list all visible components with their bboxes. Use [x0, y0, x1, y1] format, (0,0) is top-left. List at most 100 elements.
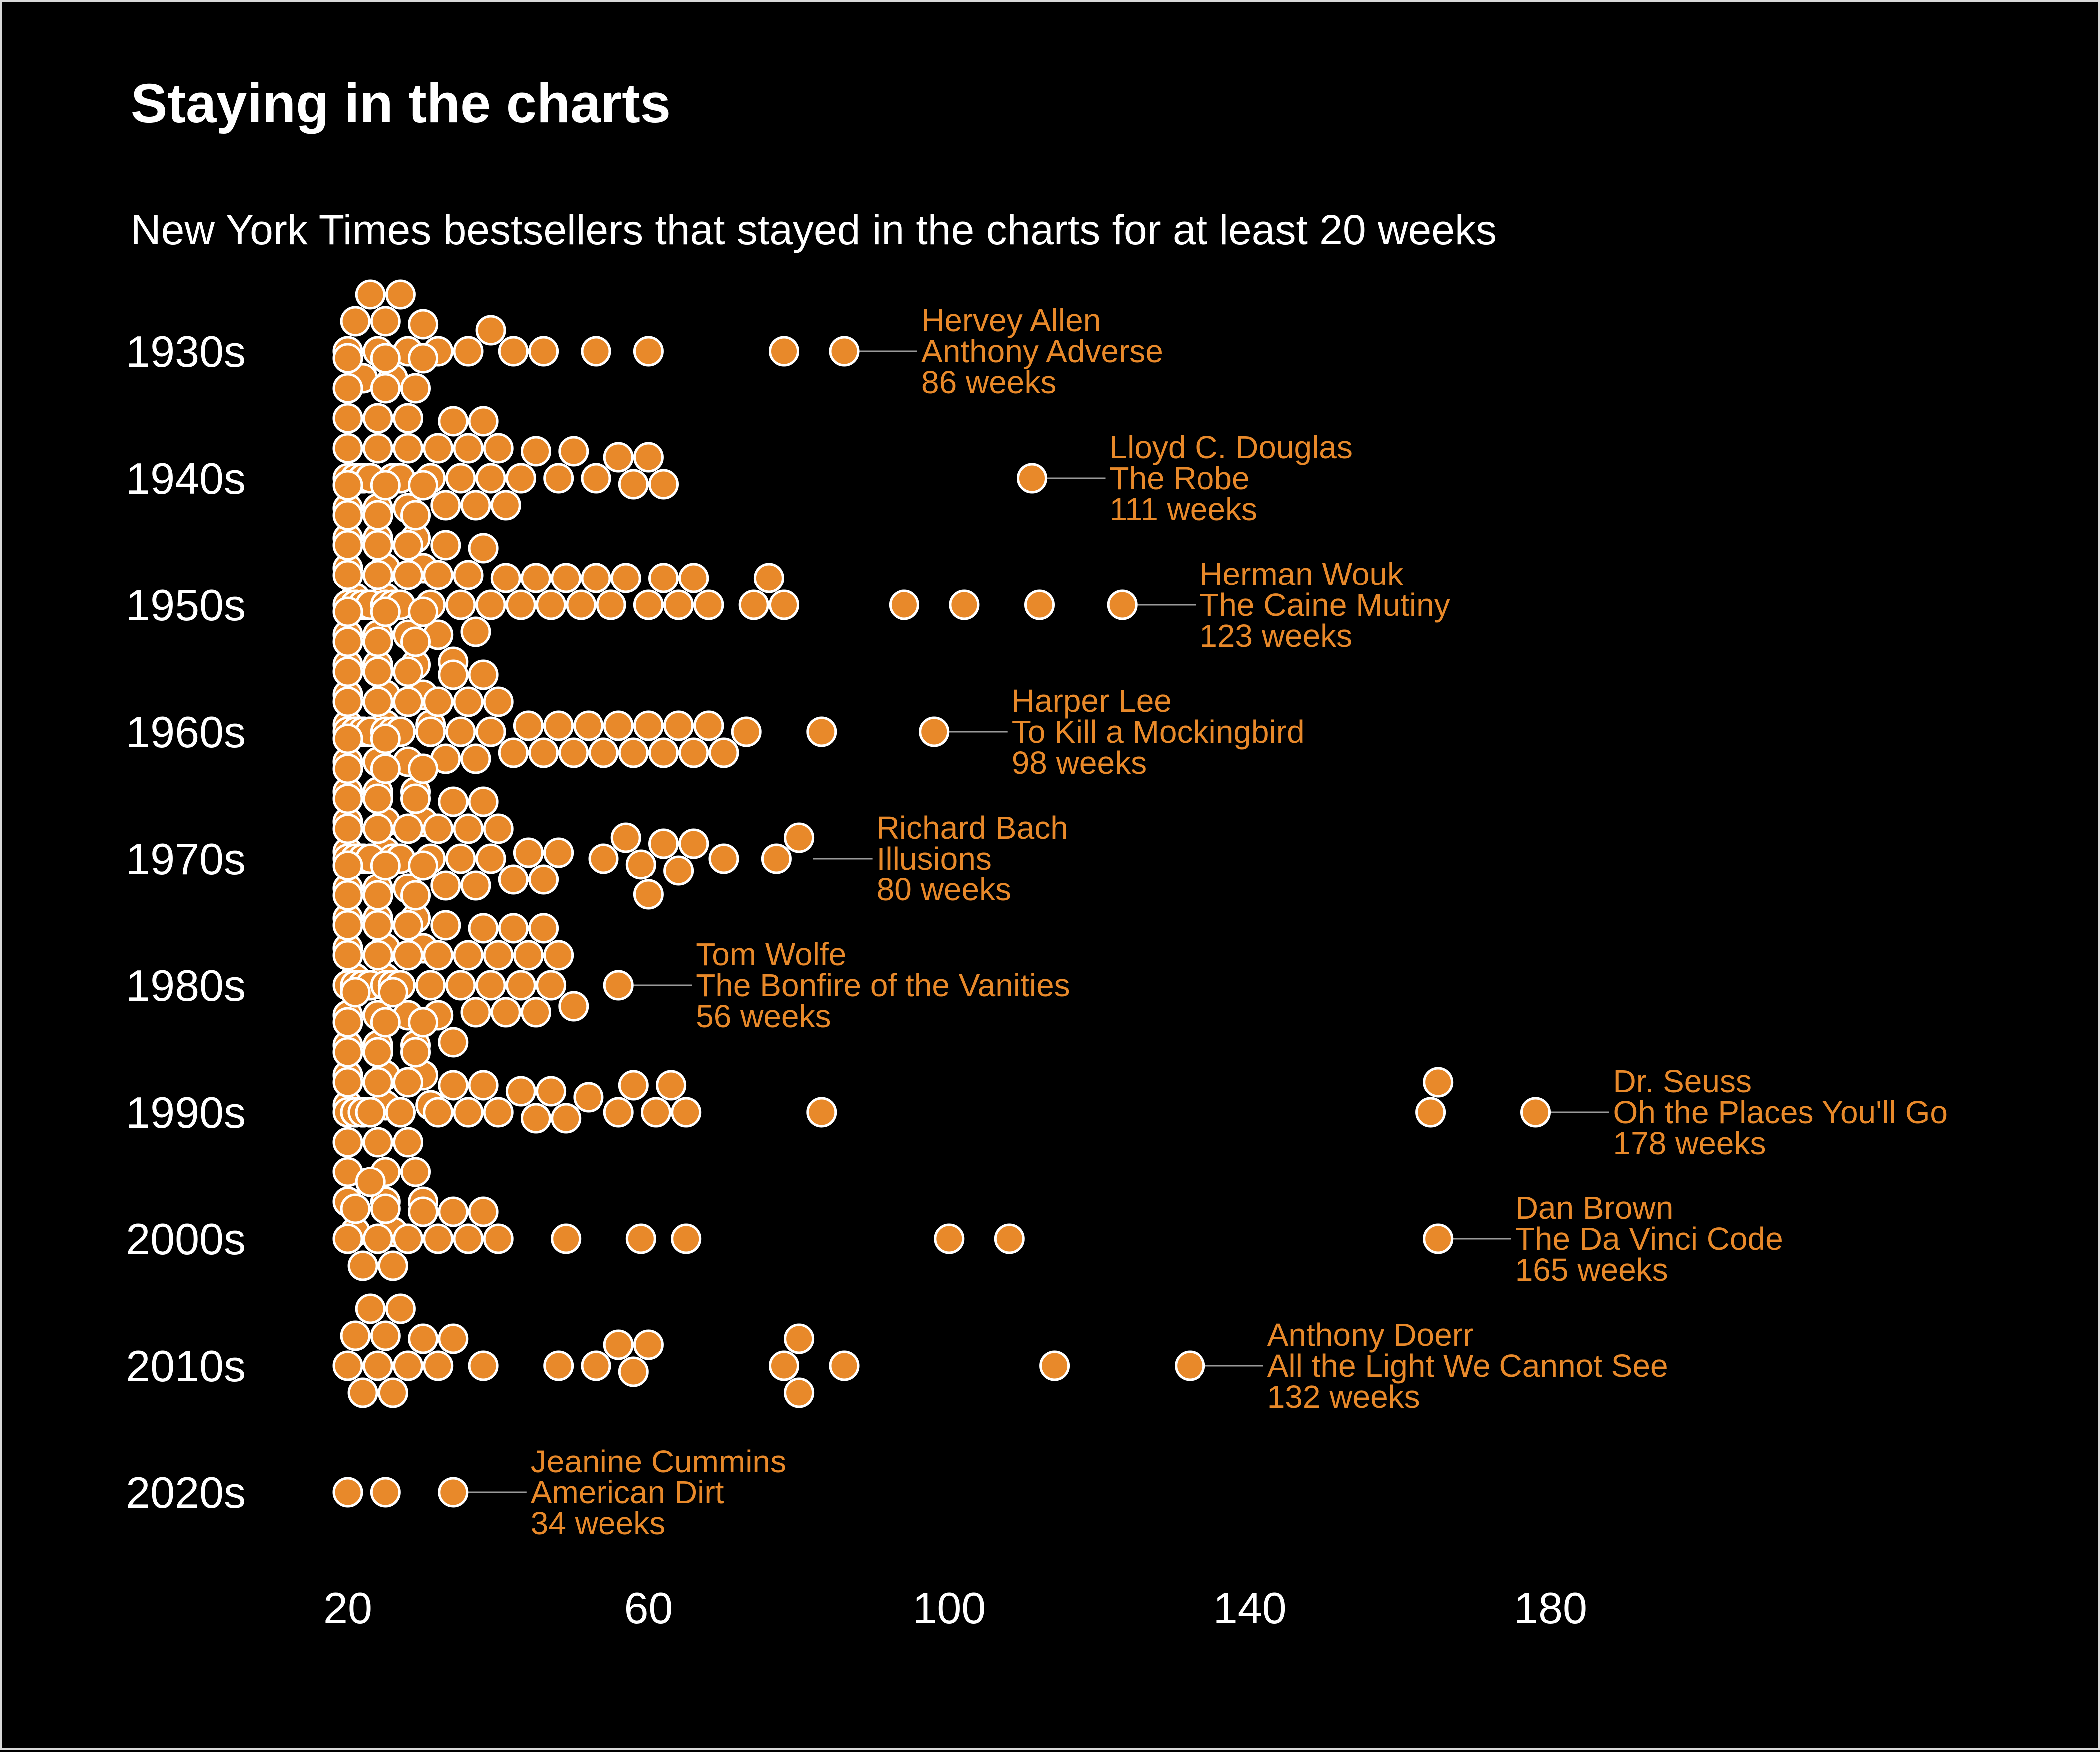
data-point-2010s-17 — [633, 1329, 664, 1360]
data-point-1990s-22 — [362, 1067, 393, 1098]
data-point-1940s-49 — [423, 433, 454, 464]
data-point-1990s-38 — [423, 1097, 454, 1128]
data-point-1960s-75 — [678, 737, 709, 768]
x-axis-ticks: 20 60 100 140 180 — [323, 1583, 1587, 1633]
data-point-1990s-42 — [483, 1097, 514, 1128]
data-point-1980s-60 — [453, 940, 484, 971]
data-point-1980s-46 — [393, 940, 423, 971]
annotation-label-1930s: 86 weeks — [921, 364, 1056, 400]
data-point-1970s-26 — [362, 813, 393, 844]
data-point-1990s-51 — [656, 1070, 687, 1101]
data-point-1950s-3 — [332, 530, 363, 561]
data-point-1980s-67 — [505, 970, 536, 1001]
data-point-1990s-36 — [408, 1007, 439, 1038]
annotation-book-1960s: To Kill a Mockingbird — [1012, 714, 1305, 750]
data-point-2020s-0 — [332, 1477, 363, 1508]
annotation-author-1950s: Herman Wouk — [1200, 556, 1404, 592]
data-point-1930s-17 — [769, 336, 799, 367]
data-point-1940s-28 — [362, 403, 393, 434]
decade-label-2010s: 2010s — [126, 1341, 246, 1391]
data-point-1970s-51 — [453, 813, 484, 844]
data-point-1990s-50 — [641, 1097, 671, 1128]
annotation-label-2010s: 132 weeks — [1267, 1379, 1420, 1415]
data-point-1940s-57 — [483, 433, 514, 464]
data-point-1990s-1 — [332, 1067, 363, 1098]
data-point-1970s-49 — [438, 786, 469, 817]
annotation-label-1990s: 178 weeks — [1613, 1125, 1766, 1161]
data-point-1960s-5 — [332, 626, 363, 657]
data-point-1960s-65 — [528, 737, 559, 768]
data-point-1940s-56 — [475, 463, 506, 494]
data-point-1950s-61 — [453, 560, 484, 590]
data-point-1930s-7 — [385, 279, 416, 310]
data-point-1940s-63 — [581, 463, 611, 494]
data-point-1960s-46 — [393, 686, 423, 717]
data-point-1940s-43 — [393, 403, 423, 434]
data-point-1950s-83 — [949, 589, 980, 620]
annotation-book-2010s: All the Light We Cannot See — [1267, 1348, 1668, 1384]
data-point-1940s-52 — [445, 463, 476, 494]
data-point-1990s-3 — [332, 1037, 363, 1068]
data-point-2000s-16 — [671, 1223, 702, 1254]
data-point-1970s-64 — [648, 828, 679, 859]
data-point-1940s-65 — [618, 469, 649, 500]
decade-label-2020s: 2020s — [126, 1468, 246, 1517]
data-point-1950s-81 — [769, 589, 799, 620]
annotation-author-1970s: Richard Bach — [877, 810, 1068, 846]
data-point-1950s-32 — [362, 530, 393, 561]
data-point-1980s-57 — [430, 910, 461, 941]
data-point-1940s-67 — [648, 469, 679, 500]
data-point-1950s-77 — [678, 563, 709, 593]
data-point-2010s-6 — [377, 1377, 408, 1408]
decade-label-1980s: 1980s — [126, 961, 246, 1010]
data-point-2010s-21 — [829, 1350, 860, 1381]
data-point-2020s-1 — [370, 1477, 401, 1508]
data-point-1950s-71 — [581, 563, 611, 593]
data-point-1960s-80 — [919, 716, 950, 747]
data-point-1990s-32 — [393, 1067, 423, 1098]
data-point-1990s-5 — [332, 1007, 363, 1038]
annotation-label-2020s: 34 weeks — [531, 1505, 665, 1541]
data-point-1980s-71 — [536, 970, 567, 1001]
data-point-1930s-16 — [633, 336, 664, 367]
data-point-2000s-7 — [393, 1223, 423, 1254]
data-point-1970s-40 — [393, 813, 423, 844]
data-point-1980s-34 — [362, 880, 393, 911]
data-point-1950s-82 — [889, 589, 919, 620]
data-point-1970s-7 — [332, 723, 363, 754]
data-point-1950s-58 — [430, 530, 461, 561]
annotation-label-1950s: 123 weeks — [1200, 618, 1352, 654]
data-point-1930s-14 — [528, 336, 559, 367]
chart-subtitle: New York Times bestsellers that stayed i… — [131, 206, 1497, 253]
data-point-1970s-56 — [498, 864, 529, 895]
data-point-1970s-60 — [588, 843, 619, 874]
data-point-1940s-59 — [505, 463, 536, 494]
annotation-author-1990s: Dr. Seuss — [1613, 1063, 1752, 1099]
data-point-1990s-49 — [618, 1070, 649, 1101]
data-point-2010s-23 — [1175, 1350, 1205, 1381]
data-point-1990s-45 — [536, 1076, 567, 1107]
data-point-1970s-44 — [408, 753, 439, 784]
data-point-1990s-54 — [1415, 1097, 1446, 1128]
data-point-1970s-5 — [332, 753, 363, 784]
data-point-1990s-40 — [453, 1097, 484, 1128]
data-point-1940s-54 — [460, 490, 491, 521]
data-point-1990s-48 — [603, 1097, 634, 1128]
annotation-author-2010s: Anthony Doerr — [1267, 1317, 1474, 1353]
data-point-1950s-68 — [536, 589, 567, 620]
data-point-1970s-65 — [663, 855, 694, 886]
chart-title: Staying in the charts — [131, 73, 671, 134]
data-point-1970s-58 — [528, 864, 559, 895]
data-point-1980s-66 — [498, 913, 529, 944]
data-point-1960s-77 — [708, 737, 739, 768]
data-point-1940s-66 — [633, 442, 664, 473]
data-point-1960s-54 — [423, 686, 454, 717]
data-point-1960s-60 — [468, 659, 499, 690]
data-point-1980s-61 — [460, 997, 491, 1028]
data-point-2010s-9 — [408, 1323, 439, 1354]
annotation-label-1960s: 98 weeks — [1012, 745, 1147, 781]
annotation-book-1930s: Anthony Adverse — [921, 333, 1163, 369]
data-point-1980s-50 — [400, 880, 431, 911]
data-point-2000s-12 — [468, 1196, 499, 1227]
